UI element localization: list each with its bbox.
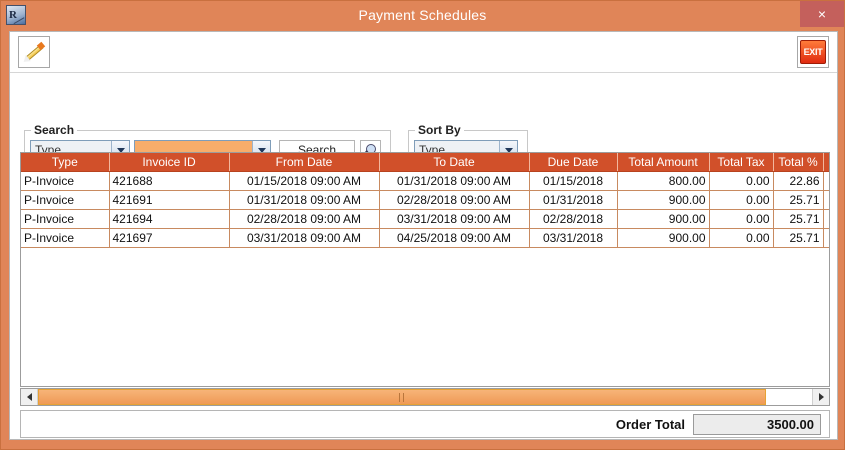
order-total-label: Order Total: [615, 416, 685, 432]
exit-button[interactable]: EXIT: [797, 36, 829, 68]
footer-bar: Order Total 3500.00: [20, 410, 830, 438]
grid-cell: 02/28/2018 09:00 AM: [379, 190, 530, 210]
grid-cell: 25.71: [773, 209, 824, 229]
grid-cell: 421688: [109, 171, 230, 191]
grid-cell: 421691: [109, 190, 230, 210]
grid-header: Type Invoice ID From Date To Date Due Date To…: [21, 153, 829, 172]
grid-cell: 421694: [109, 209, 230, 229]
grid-cell: 900.00: [617, 209, 710, 229]
grid-cell: 0.00: [709, 171, 774, 191]
grid-column-header[interactable]: Invoice Date: [823, 153, 829, 172]
grid-cell: 02/28/2018: [823, 209, 829, 229]
sort-by-group-legend: Sort By: [418, 123, 461, 137]
grid-cell: 01/31/2018 09:00 AM: [379, 171, 530, 191]
grid-cell: 03/31/2018 09:00 AM: [229, 228, 380, 248]
grid-cell: 0.00: [709, 228, 774, 248]
grid-column-header[interactable]: Total %: [773, 153, 824, 172]
table-row[interactable]: P-Invoice 421688 01/15/2018 09:00 AM 01/31/…: [21, 171, 829, 191]
grid-column-header[interactable]: Due Date: [529, 153, 618, 172]
scrollbar-track[interactable]: [38, 389, 812, 405]
filters-area: Search Type Search: [10, 73, 837, 185]
grid-cell: 0.00: [709, 190, 774, 210]
grid-cell: 22.86: [773, 171, 824, 191]
grid-cell: 900.00: [617, 228, 710, 248]
grid-body: P-Invoice 421688 01/15/2018 09:00 AM 01/31/…: [21, 171, 829, 248]
grid-column-header[interactable]: Type: [21, 153, 110, 172]
grid-cell: 800.00: [617, 171, 710, 191]
rx-app-icon: [6, 5, 26, 25]
grid-cell: 01/15/2018 09:00 AM: [229, 171, 380, 191]
exit-icon: EXIT: [800, 40, 826, 64]
search-group-legend: Search: [34, 123, 75, 137]
grid-cell: 03/31/2018 09:00 AM: [379, 209, 530, 229]
grid-cell: 01/15/2018: [529, 171, 618, 191]
scrollbar-grip-icon: [399, 392, 405, 402]
edit-button[interactable]: [18, 36, 50, 68]
grid-cell: P-Invoice: [21, 228, 110, 248]
grid-cell: 02/28/2018 09:00 AM: [229, 209, 380, 229]
grid-cell: 0.00: [709, 209, 774, 229]
grid-cell: P-Invoice: [21, 209, 110, 229]
client-area: EXIT Search Type S: [9, 31, 838, 440]
title-bar: Payment Schedules ×: [1, 1, 844, 29]
grid-cell: 01/31/2018: [529, 190, 618, 210]
horizontal-scrollbar[interactable]: [20, 388, 830, 406]
grid-column-header[interactable]: To Date: [379, 153, 530, 172]
grid-column-header[interactable]: From Date: [229, 153, 380, 172]
grid-cell: 01/31/2018: [823, 190, 829, 210]
grid-cell: P-Invoice: [21, 171, 110, 191]
scroll-right-icon[interactable]: [812, 389, 829, 405]
table-row[interactable]: P-Invoice 421694 02/28/2018 09:00 AM 03/31/…: [21, 209, 829, 229]
grid-column-header[interactable]: Invoice ID: [109, 153, 230, 172]
scroll-left-icon[interactable]: [21, 389, 38, 405]
pencil-icon: [21, 41, 46, 65]
close-button[interactable]: ×: [800, 1, 844, 27]
table-row[interactable]: P-Invoice 421697 03/31/2018 09:00 AM 04/25/…: [21, 228, 829, 248]
grid-header-row: Type Invoice ID From Date To Date Due Date To…: [21, 153, 829, 172]
grid-cell: 25.71: [773, 228, 824, 248]
grid-column-header[interactable]: Total Tax: [709, 153, 774, 172]
grid-cell: 02/28/2018: [529, 209, 618, 229]
grid-cell: 900.00: [617, 190, 710, 210]
grid-cell: 04/25/2018 09:00 AM: [379, 228, 530, 248]
grid-column-header[interactable]: Total Amount: [617, 153, 710, 172]
grid-cell: 25.71: [773, 190, 824, 210]
grid-cell: 03/31/2018: [529, 228, 618, 248]
grid-cell: 01/31/2018 09:00 AM: [229, 190, 380, 210]
window-title: Payment Schedules: [358, 7, 487, 23]
table-row[interactable]: P-Invoice 421691 01/31/2018 09:00 AM 02/28/…: [21, 190, 829, 210]
grid-cell: 01/15/2018: [823, 171, 829, 191]
toolbar: EXIT: [10, 32, 837, 73]
grid-cell: P-Invoice: [21, 190, 110, 210]
scrollbar-thumb[interactable]: [38, 389, 766, 405]
grid-cell: 421697: [109, 228, 230, 248]
grid-cell: 03/31/2018: [823, 228, 829, 248]
order-total-value: 3500.00: [693, 413, 821, 435]
payment-schedules-grid[interactable]: Type Invoice ID From Date To Date Due Date To…: [20, 152, 830, 387]
